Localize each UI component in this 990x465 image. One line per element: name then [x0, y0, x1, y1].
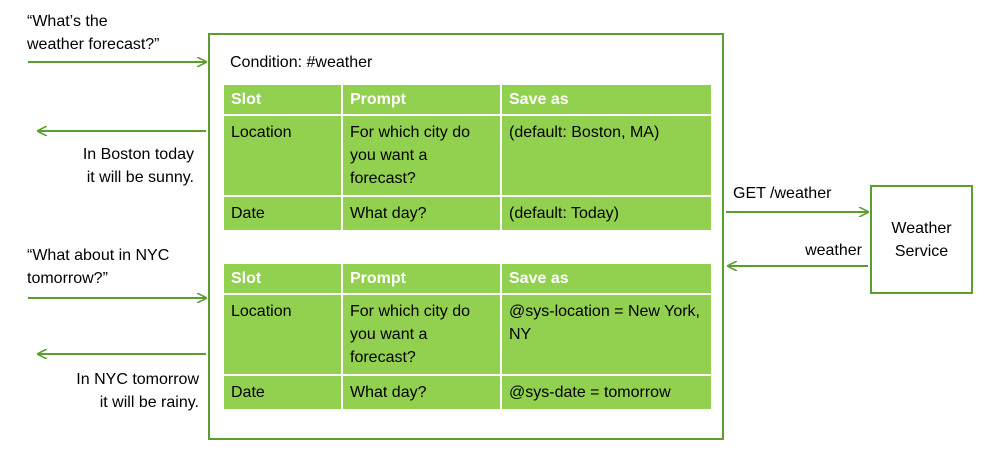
cell-prompt: For which city do you want a forecast?: [343, 295, 500, 374]
request-label: GET /weather: [733, 185, 832, 202]
table-row: Date What day? (default: Today): [224, 197, 711, 230]
table-header-row: Slot Prompt Save as: [224, 264, 711, 293]
user-question-1: “What’s the weather forecast?”: [27, 13, 160, 53]
dialog-node-frame: [208, 33, 724, 440]
header-save-as: Save as: [502, 85, 711, 114]
cell-save-as: @sys-location = New York, NY: [502, 295, 711, 374]
cell-prompt: For which city do you want a forecast?: [343, 116, 500, 195]
slots-table-1: Slot Prompt Save as Location For which c…: [222, 83, 713, 232]
cell-slot: Date: [224, 197, 341, 230]
cell-slot: Date: [224, 376, 341, 409]
header-slot: Slot: [224, 85, 341, 114]
slots-table-2: Slot Prompt Save as Location For which c…: [222, 262, 713, 411]
cell-save-as: (default: Today): [502, 197, 711, 230]
header-save-as: Save as: [502, 264, 711, 293]
table-row: Location For which city do you want a fo…: [224, 116, 711, 195]
header-slot: Slot: [224, 264, 341, 293]
cell-prompt: What day?: [343, 376, 500, 409]
table-header-row: Slot Prompt Save as: [224, 85, 711, 114]
condition-label: Condition: #weather: [230, 54, 373, 71]
cell-save-as: @sys-date = tomorrow: [502, 376, 711, 409]
header-prompt: Prompt: [343, 264, 500, 293]
table-row: Location For which city do you want a fo…: [224, 295, 711, 374]
bot-reply-1: In Boston today it will be sunny.: [82, 146, 194, 186]
user-question-2: “What about in NYC tomorrow?”: [27, 247, 170, 287]
weather-service-box: Weather Service: [870, 185, 973, 294]
table-row: Date What day? @sys-date = tomorrow: [224, 376, 711, 409]
cell-slot: Location: [224, 116, 341, 195]
response-label: weather: [805, 242, 862, 259]
cell-slot: Location: [224, 295, 341, 374]
cell-save-as: (default: Boston, MA): [502, 116, 711, 195]
header-prompt: Prompt: [343, 85, 500, 114]
bot-reply-2: In NYC tomorrow it will be rainy.: [76, 371, 199, 411]
cell-prompt: What day?: [343, 197, 500, 230]
